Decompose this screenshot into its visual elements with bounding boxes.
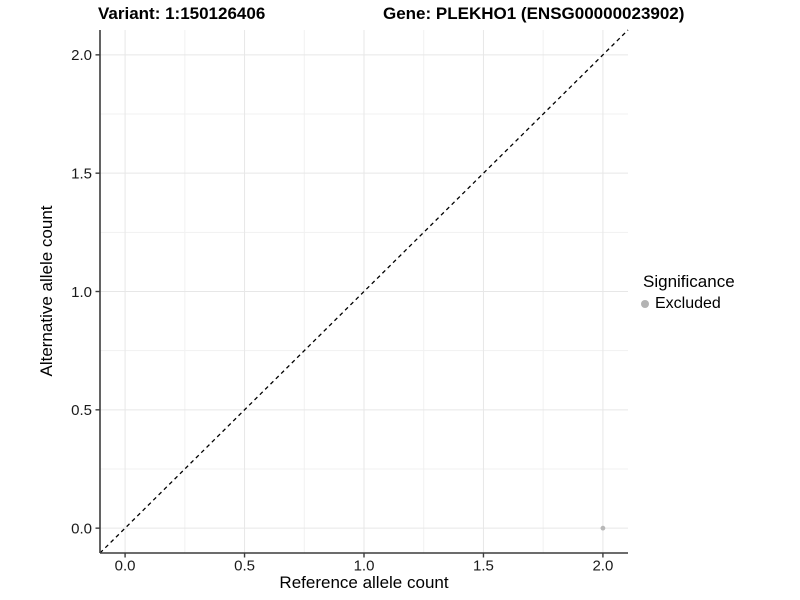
data-point-excluded [600, 525, 606, 531]
y-tick-label: 1.0 [71, 284, 92, 301]
plot-title-gene: Gene: PLEKHO1 (ENSG00000023902) [383, 4, 685, 23]
y-tick-label: 2.0 [71, 47, 92, 64]
x-tick-label: 1.0 [354, 558, 375, 575]
x-tick-label: 0.5 [234, 558, 255, 575]
x-tick-label: 0.0 [115, 558, 136, 575]
x-tick-label: 2.0 [592, 558, 613, 575]
excluded-point-icon [641, 300, 649, 308]
identity-dashed-line [99, 29, 629, 554]
legend: Significance Excluded [641, 272, 735, 313]
y-tick-label: 0.0 [71, 520, 92, 537]
legend-title: Significance [643, 272, 735, 291]
plot-title-variant: Variant: 1:150126406 [98, 4, 266, 23]
x-tick-label: 1.5 [473, 558, 494, 575]
y-tick-label: 1.5 [71, 165, 92, 182]
legend-item-excluded: Excluded [641, 295, 735, 313]
y-axis-title: Alternative allele count [37, 205, 56, 377]
y-tick-label: 0.5 [71, 402, 92, 419]
legend-item-label: Excluded [655, 295, 721, 312]
x-axis-title: Reference allele count [279, 573, 449, 592]
